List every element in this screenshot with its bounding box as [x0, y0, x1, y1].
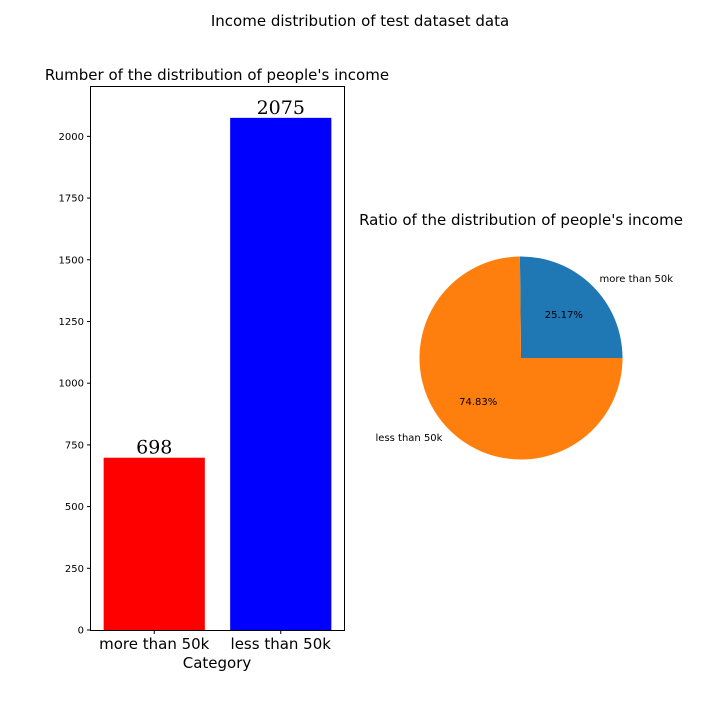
y-tick-label: 250: [65, 564, 84, 575]
bar-axes-frame: [90, 86, 345, 631]
x-tick-label: more than 50k: [99, 635, 210, 653]
pie-series: more than 50k 25.17% less than 50k 74.83%: [376, 256, 674, 460]
pie-slice: [419, 256, 623, 460]
bar-value-label: 2075: [257, 97, 305, 119]
x-tick-label: less than 50k: [231, 635, 332, 653]
bar-x-axis-label: Category: [183, 654, 252, 672]
y-tick-label: 2000: [59, 132, 84, 143]
pie-chart-title: Ratio of the distribution of people's in…: [359, 211, 683, 229]
bar: [103, 457, 205, 630]
bar: [230, 117, 332, 630]
pie-percent-label: 25.17%: [545, 310, 583, 321]
y-tick-label: 1750: [59, 194, 84, 205]
y-tick-label: 1500: [59, 255, 84, 266]
pie-slice-label: more than 50k: [600, 274, 674, 285]
pie-chart: Ratio of the distribution of people's in…: [359, 211, 683, 460]
y-tick-label: 750: [65, 440, 84, 451]
pie-slice-label: less than 50k: [376, 433, 443, 444]
bar-series: 698 2075: [103, 97, 332, 630]
figure-title: Income distribution of test dataset data: [211, 12, 509, 30]
pie-slice: [519, 256, 623, 358]
bar-value-label: 698: [136, 437, 172, 459]
y-tick-label: 1000: [59, 379, 84, 390]
y-tick-label: 0: [78, 626, 84, 637]
pie-percent-label: 74.83%: [459, 397, 497, 408]
y-tick-label: 1250: [59, 317, 84, 328]
bar-y-axis: 0 250 500 750 1000 1250 1500 1750 2000: [59, 132, 91, 637]
bar-chart-title: Rumber of the distribution of people's i…: [45, 66, 389, 84]
bar-x-axis: more than 50k less than 50k: [99, 630, 331, 653]
bar-chart: Rumber of the distribution of people's i…: [45, 66, 389, 672]
y-tick-label: 500: [65, 502, 84, 513]
